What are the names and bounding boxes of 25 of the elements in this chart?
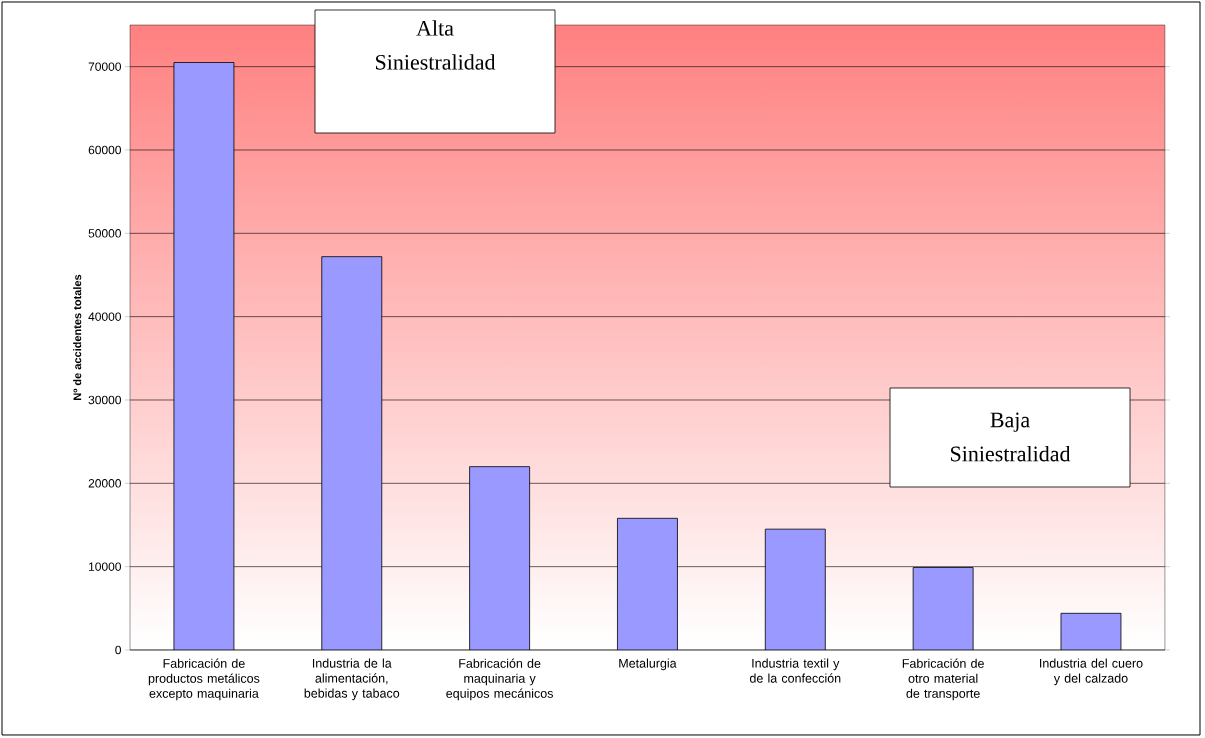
bar bbox=[617, 517, 678, 650]
bar bbox=[321, 256, 383, 650]
y-tick-label: 60000 bbox=[88, 145, 121, 155]
x-tick-label: Industria del cuero y del calzado bbox=[1040, 658, 1143, 686]
annotation: Alta Siniestralidad bbox=[375, 20, 496, 70]
bar bbox=[764, 528, 826, 650]
bar bbox=[1060, 612, 1122, 650]
y-axis-title: Nº de accidentes totales bbox=[73, 274, 82, 400]
x-tick-label: Industria textil y de la confección bbox=[749, 658, 841, 683]
bar bbox=[173, 62, 235, 650]
x-tick-label: Fabricación de otro material de transporte bbox=[902, 658, 984, 701]
bar bbox=[912, 567, 974, 650]
bar bbox=[469, 466, 531, 650]
y-tick-label: 50000 bbox=[88, 229, 121, 238]
y-tick-label: 30000 bbox=[88, 395, 121, 405]
y-tick-label: 0 bbox=[115, 645, 122, 655]
y-tick-label: 10000 bbox=[89, 562, 121, 571]
y-tick-label: 40000 bbox=[88, 312, 121, 321]
x-tick-label: Metalurgia bbox=[619, 658, 677, 671]
x-tick-label: Fabricación de productos metálicos excepto maquinaria bbox=[148, 658, 260, 701]
annotation: Baja Siniestralidad bbox=[950, 412, 1071, 462]
x-tick-label: Fabricación de maquinaria y equipos mecánicos bbox=[446, 658, 553, 701]
x-tick-label: Industria de la alimentación, bebidas y tabaco bbox=[304, 658, 400, 701]
y-tick-label: 20000 bbox=[88, 479, 121, 488]
y-tick-label: 70000 bbox=[88, 62, 121, 71]
